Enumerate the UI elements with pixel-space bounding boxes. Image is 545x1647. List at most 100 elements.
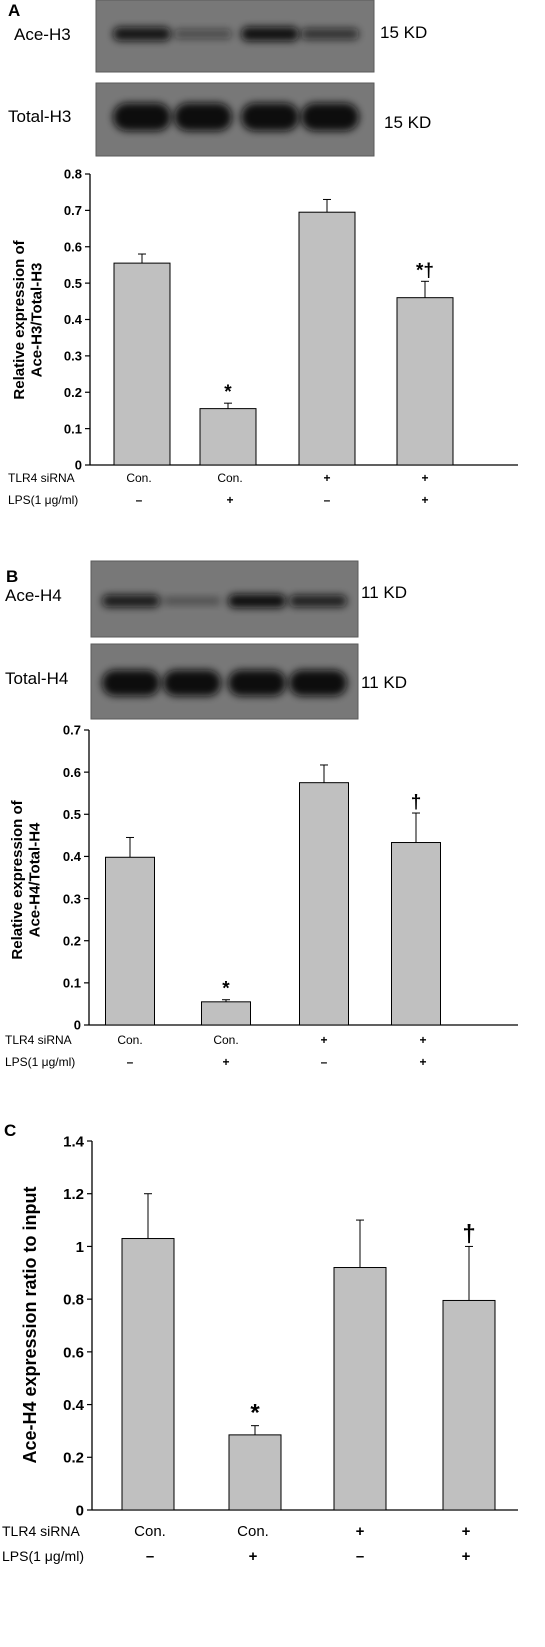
condition-lps: – bbox=[146, 1548, 154, 1565]
condition-sirna: Con. bbox=[126, 471, 151, 485]
y-axis-label: Ace-H4 expression ratio to input bbox=[20, 1186, 40, 1463]
blot-band bbox=[102, 670, 160, 696]
condition-lps: + bbox=[226, 493, 233, 507]
condition-sirna: + bbox=[421, 471, 428, 485]
blot-band bbox=[163, 597, 221, 605]
y-tick-label: 0.5 bbox=[64, 276, 82, 291]
blot-band bbox=[113, 27, 171, 41]
y-tick-label: 1 bbox=[76, 1239, 84, 1256]
bar bbox=[199, 408, 257, 466]
row-label-tlr4-sirna: TLR4 siRNA bbox=[2, 1523, 80, 1539]
y-tick-label: 0.7 bbox=[63, 723, 81, 738]
bar bbox=[105, 856, 155, 1026]
bar-chart: 0 0.1 0.2 0.3 0.4 0.5 0.6 0.7 Relative expressio… bbox=[9, 723, 518, 1033]
blot-size-label: 15 KD bbox=[384, 113, 431, 132]
blot-band bbox=[241, 26, 299, 42]
significance-marker: *† bbox=[416, 260, 434, 281]
y-axis-label-line: Ace-H4/Total-H4 bbox=[26, 822, 43, 937]
blot-band bbox=[228, 594, 286, 608]
bar bbox=[391, 842, 441, 1026]
y-tick-label: 0.7 bbox=[64, 203, 82, 218]
bar bbox=[113, 262, 171, 466]
y-axis-label: Relative expression ofAce-H4/Total-H4 bbox=[9, 799, 43, 959]
panel-C: C 0 0.2 0.4 0.6 0.8 1 1.2 1.4 Ace-H4 expression r… bbox=[2, 1121, 518, 1565]
bar bbox=[228, 1434, 282, 1511]
blot-label: Ace-H4 bbox=[5, 586, 62, 605]
y-tick-label: 0.2 bbox=[63, 933, 81, 948]
y-tick-label: 0.2 bbox=[63, 1450, 84, 1467]
y-tick-label: 0.1 bbox=[64, 421, 82, 436]
blot-band bbox=[301, 28, 359, 40]
condition-lps: – bbox=[321, 1055, 328, 1069]
panel-A: A Ace-H3 15 KD Total-H3 15 KD 0 0.1 0.2 0.3 0.4 0.… bbox=[8, 0, 518, 507]
panel-letter: C bbox=[4, 1121, 16, 1140]
y-tick-label: 0.8 bbox=[63, 1292, 84, 1309]
blot-label: Ace-H3 bbox=[14, 25, 71, 44]
bar-chart: 0 0.1 0.2 0.3 0.4 0.5 0.6 0.7 0.8 Relative expres… bbox=[11, 167, 518, 473]
y-tick-label: 0.3 bbox=[63, 891, 81, 906]
bar bbox=[299, 782, 349, 1026]
significance-marker: † bbox=[462, 1220, 475, 1247]
condition-sirna: Con. bbox=[237, 1523, 269, 1540]
blot-band bbox=[241, 103, 299, 131]
y-tick-label: 0.4 bbox=[63, 1397, 85, 1414]
condition-lps: + bbox=[421, 493, 428, 507]
blot-ace-h3 bbox=[95, 0, 375, 73]
bar bbox=[442, 1299, 496, 1511]
blot-border bbox=[95, 82, 375, 157]
y-axis-label-line: Ace-H4 expression ratio to input bbox=[20, 1186, 40, 1463]
blot-total-h4 bbox=[90, 643, 359, 720]
y-axis-label: Relative expression ofAce-H3/Total-H3 bbox=[11, 239, 45, 399]
row-label-tlr4-sirna: TLR4 siRNA bbox=[8, 471, 75, 485]
row-label-lps: LPS(1 μg/ml) bbox=[2, 1548, 84, 1564]
condition-sirna: + bbox=[356, 1523, 365, 1540]
blot-band bbox=[228, 670, 286, 696]
condition-sirna: + bbox=[320, 1033, 327, 1047]
condition-lps: – bbox=[324, 493, 331, 507]
significance-marker: * bbox=[222, 979, 230, 1000]
y-axis-label-line: Relative expression of bbox=[11, 239, 28, 399]
y-tick-label: 0.6 bbox=[64, 239, 82, 254]
condition-lps: – bbox=[356, 1548, 364, 1565]
y-tick-label: 0.5 bbox=[63, 807, 81, 822]
y-tick-label: 0.3 bbox=[64, 349, 82, 364]
y-tick-label: 1.4 bbox=[63, 1133, 85, 1150]
blot-band bbox=[174, 29, 232, 39]
condition-sirna: Con. bbox=[213, 1033, 238, 1047]
significance-marker: * bbox=[250, 1400, 260, 1427]
y-tick-label: 0.4 bbox=[63, 849, 82, 864]
condition-lps: – bbox=[127, 1055, 134, 1069]
blot-band bbox=[174, 103, 232, 131]
blot-band bbox=[289, 670, 347, 696]
y-axis-label-line: Ace-H3/Total-H3 bbox=[28, 263, 45, 378]
condition-sirna: Con. bbox=[117, 1033, 142, 1047]
blot-band bbox=[301, 103, 359, 131]
row-label-lps: LPS(1 μg/ml) bbox=[5, 1055, 75, 1069]
y-tick-label: 0 bbox=[76, 1502, 84, 1519]
condition-sirna: Con. bbox=[134, 1523, 166, 1540]
y-tick-label: 0.8 bbox=[64, 167, 82, 182]
blot-label: Total-H4 bbox=[5, 669, 68, 688]
blot-size-label: 11 KD bbox=[361, 583, 407, 602]
row-label-tlr4-sirna: TLR4 siRNA bbox=[5, 1033, 72, 1047]
blot-border bbox=[90, 560, 359, 638]
y-tick-label: 0 bbox=[74, 1018, 81, 1033]
condition-lps: + bbox=[249, 1548, 258, 1565]
blot-band bbox=[289, 594, 347, 608]
condition-lps: + bbox=[462, 1548, 471, 1565]
blot-ace-h4 bbox=[90, 560, 359, 638]
condition-sirna: + bbox=[462, 1523, 471, 1540]
condition-lps: + bbox=[222, 1055, 229, 1069]
condition-lps: – bbox=[136, 493, 143, 507]
condition-sirna: Con. bbox=[217, 471, 242, 485]
blot-size-label: 15 KD bbox=[380, 23, 427, 42]
blot-band bbox=[102, 594, 160, 608]
y-tick-label: 1.2 bbox=[63, 1186, 84, 1203]
blot-size-label: 11 KD bbox=[361, 673, 407, 692]
y-axis-label-line: Relative expression of bbox=[9, 799, 26, 959]
blot-band bbox=[163, 670, 221, 696]
y-tick-label: 0.4 bbox=[64, 312, 83, 327]
y-tick-label: 0.6 bbox=[63, 1344, 84, 1361]
